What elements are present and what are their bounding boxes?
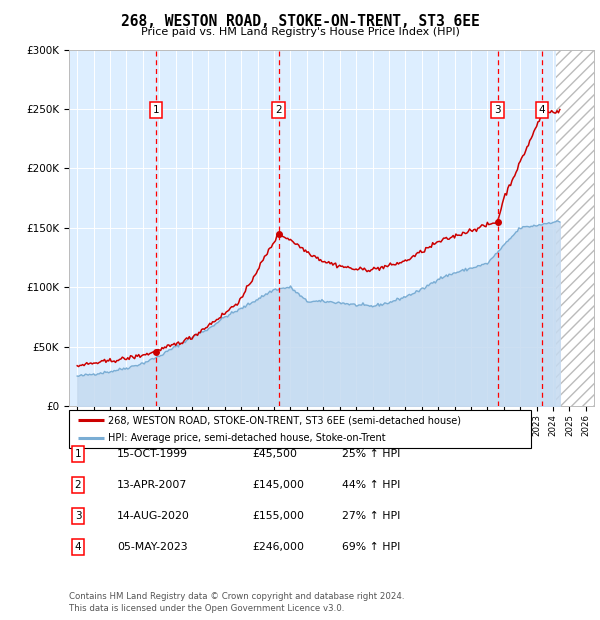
- Text: £246,000: £246,000: [252, 542, 304, 552]
- Text: 44% ↑ HPI: 44% ↑ HPI: [342, 480, 400, 490]
- Text: 2: 2: [74, 480, 82, 490]
- Text: HPI: Average price, semi-detached house, Stoke-on-Trent: HPI: Average price, semi-detached house,…: [108, 433, 386, 443]
- Text: 14-AUG-2020: 14-AUG-2020: [117, 511, 190, 521]
- Text: 268, WESTON ROAD, STOKE-ON-TRENT, ST3 6EE (semi-detached house): 268, WESTON ROAD, STOKE-ON-TRENT, ST3 6E…: [108, 415, 461, 425]
- Text: 2: 2: [275, 105, 282, 115]
- Text: 05-MAY-2023: 05-MAY-2023: [117, 542, 188, 552]
- Bar: [556, 50, 594, 406]
- Text: £145,000: £145,000: [252, 480, 304, 490]
- Text: 3: 3: [494, 105, 501, 115]
- Text: Price paid vs. HM Land Registry's House Price Index (HPI): Price paid vs. HM Land Registry's House …: [140, 27, 460, 37]
- Text: 1: 1: [74, 449, 82, 459]
- Text: Contains HM Land Registry data © Crown copyright and database right 2024.
This d: Contains HM Land Registry data © Crown c…: [69, 591, 404, 613]
- Text: 4: 4: [74, 542, 82, 552]
- Text: 1: 1: [152, 105, 159, 115]
- Text: 27% ↑ HPI: 27% ↑ HPI: [342, 511, 400, 521]
- Text: 69% ↑ HPI: 69% ↑ HPI: [342, 542, 400, 552]
- Text: 13-APR-2007: 13-APR-2007: [117, 480, 187, 490]
- Text: 15-OCT-1999: 15-OCT-1999: [117, 449, 188, 459]
- Text: £45,500: £45,500: [252, 449, 297, 459]
- Text: 268, WESTON ROAD, STOKE-ON-TRENT, ST3 6EE: 268, WESTON ROAD, STOKE-ON-TRENT, ST3 6E…: [121, 14, 479, 29]
- Text: 3: 3: [74, 511, 82, 521]
- Text: 25% ↑ HPI: 25% ↑ HPI: [342, 449, 400, 459]
- Text: £155,000: £155,000: [252, 511, 304, 521]
- FancyBboxPatch shape: [69, 410, 531, 448]
- Text: 4: 4: [539, 105, 545, 115]
- Bar: [556, 50, 594, 406]
